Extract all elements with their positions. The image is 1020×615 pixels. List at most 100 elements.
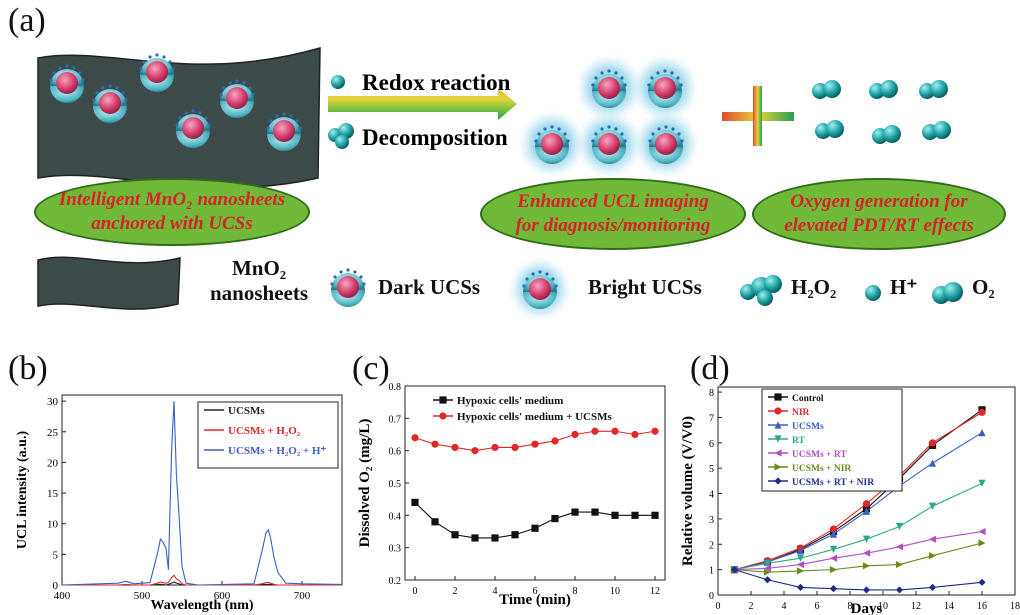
chart-b: 400 500 600 700 0 5 10 15 20 25 30 Wavelength (nm) U…: [15, 394, 343, 613]
series-line: [734, 482, 983, 571]
legend-hplus-icon: [865, 285, 881, 301]
data-point: [611, 427, 619, 435]
x-tick-label: 2: [453, 586, 458, 597]
data-point: [651, 511, 659, 519]
data-point: [796, 567, 805, 575]
y-axis-label: Dissolved O₂ (mg/L): [357, 419, 373, 548]
chart-c: 0 2 4 6 8 10 12 0.2 0.3 0.4 0.5 0.6 0.7 0.8 Time (min)…: [357, 382, 666, 608]
data-point: [978, 408, 986, 416]
x-tick-label: 4: [493, 586, 498, 597]
legend-mno2: MnO₂ nanosheets: [210, 256, 308, 306]
panel-d-label: (d): [690, 350, 730, 387]
y-tick-label: 0.2: [389, 576, 402, 587]
data-point: [895, 543, 904, 551]
y-tick-label: 30: [47, 396, 59, 408]
x-axis-label: Days: [851, 601, 883, 615]
data-point: [862, 549, 871, 557]
data-point: [471, 447, 479, 455]
data-point: [862, 500, 871, 508]
data-point: [431, 518, 439, 526]
data-point: [895, 560, 904, 569]
legend-marker: [774, 435, 782, 443]
ellipse3-line1: Oxygen generation for: [790, 191, 968, 212]
data-point: [978, 539, 986, 547]
legend-entry: UCSMs: [792, 422, 824, 432]
x-tick-label: 6: [815, 601, 820, 612]
series-line: [734, 531, 983, 571]
data-point: [978, 429, 986, 437]
data-point: [829, 530, 838, 538]
y-tick-label: 8: [709, 388, 714, 399]
x-tick-label: 0: [413, 586, 418, 597]
data-point: [631, 430, 639, 439]
ellipse-enhanced-ucl: Enhanced UCL imaging for diagnosis/monit…: [480, 178, 746, 250]
legend-o2-icon: [932, 282, 963, 304]
x-tick-label: 6: [533, 586, 538, 597]
data-point: [511, 443, 519, 452]
data-point: [978, 578, 986, 586]
legend-entry: Control: [792, 394, 824, 404]
x-tick-label: 12: [911, 601, 921, 612]
y-tick-label: 0: [709, 591, 714, 602]
ellipse1-line2: anchored with UCSs: [91, 213, 253, 234]
data-point: [928, 439, 937, 447]
data-point: [862, 507, 871, 515]
ellipse-oxygen-generation: Oxygen generation for elevated PDT/RT ef…: [752, 178, 1006, 250]
legend-h2o2: H₂O₂: [791, 275, 837, 299]
legend-entry: Hypoxic cells' medium + UCSMs: [457, 411, 612, 423]
series-0: [62, 581, 342, 586]
data-point: [571, 430, 579, 439]
panel-b-label: (b): [8, 350, 48, 387]
data-point: [928, 583, 937, 591]
data-point: [796, 547, 805, 555]
data-point: [978, 527, 986, 536]
y-tick-label: 20: [47, 457, 59, 469]
series-1: [730, 408, 986, 574]
x-tick-label: 8: [848, 601, 853, 612]
data-point: [763, 564, 772, 572]
legend-box: [197, 401, 339, 469]
data-point: [531, 524, 539, 532]
legend-dark-ucs-icon: [330, 268, 366, 307]
data-point: [531, 440, 539, 448]
data-point: [862, 562, 871, 570]
x-tick-label: 500: [134, 590, 151, 602]
data-point: [411, 498, 419, 506]
legend-marker: [774, 421, 782, 429]
legend-entry: UCSMs + RT + NIR: [792, 478, 874, 488]
data-point: [651, 427, 659, 435]
legend-sheet-icon: [37, 256, 181, 310]
x-axis-label: Time (min): [499, 592, 571, 608]
data-point: [862, 535, 871, 543]
series-line: [734, 432, 983, 571]
series-6: [730, 566, 986, 594]
series-line: [62, 574, 342, 586]
series-line: [734, 542, 983, 573]
legend-marker: [774, 407, 782, 415]
x-tick-label: 10: [878, 601, 888, 612]
data-point: [895, 522, 904, 531]
o2-molecules-icon: [812, 80, 951, 144]
series-0: [411, 498, 659, 542]
legend-dark-ucs: Dark UCSs: [378, 275, 481, 299]
x-tick-label: 400: [54, 590, 71, 602]
data-point: [796, 583, 805, 591]
ellipse1-line1: Intelligent MnO₂ nanosheets: [58, 189, 286, 210]
legend-entry: UCSMs + H₂O₂: [228, 425, 301, 437]
series-line: [734, 569, 983, 591]
decomposition-label: Decomposition: [362, 125, 508, 150]
panel-c-label: (c): [352, 350, 390, 387]
y-tick-label: 0: [53, 580, 59, 592]
data-point: [591, 427, 599, 435]
data-point: [829, 566, 838, 574]
series-1: [62, 574, 342, 586]
y-tick-label: 0.5: [389, 479, 402, 490]
legend-entry: Hypoxic cells' medium: [457, 395, 563, 407]
data-point: [895, 586, 904, 594]
legend-mno2-line2: nanosheets: [210, 281, 309, 305]
reaction-arrow: [328, 88, 517, 120]
legend-marker: [439, 396, 447, 404]
redox-reaction-label: Redox reaction: [362, 70, 511, 95]
series-line: [414, 502, 655, 539]
legend-h2o2-icon: [740, 275, 782, 306]
